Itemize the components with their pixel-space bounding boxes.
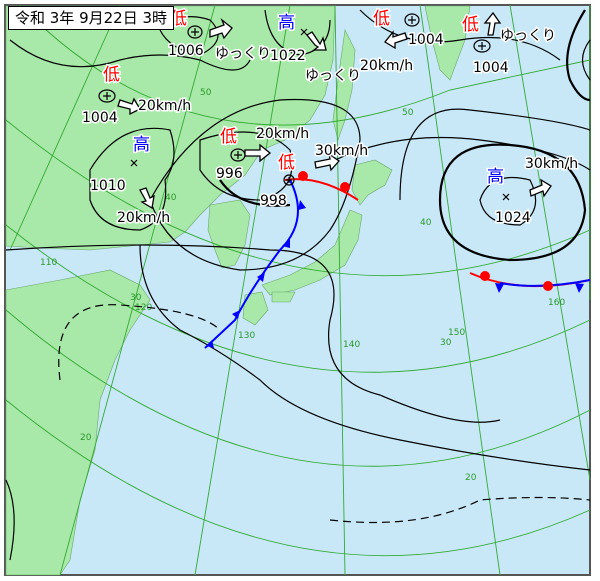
low-symbol: 低 xyxy=(220,127,237,147)
low-symbol: 低 xyxy=(462,15,479,35)
pressure-label: 1024 xyxy=(495,210,531,226)
hokkaido xyxy=(351,159,393,206)
lat-label: 30 xyxy=(440,338,452,348)
motion-label: 20km/h xyxy=(360,58,413,74)
lon-label: 160 xyxy=(548,298,565,308)
motion-label: 20km/h xyxy=(117,210,170,226)
motion-label: ゆっくり xyxy=(305,68,361,84)
pressure-label: 1006 xyxy=(168,43,204,59)
lat-label: 50 xyxy=(402,108,414,118)
motion-label: 30km/h xyxy=(315,143,368,159)
low-symbol: 低 xyxy=(103,65,120,85)
sakhalin xyxy=(332,29,356,142)
lon-label: 140 xyxy=(343,340,360,350)
low-symbol: 低 xyxy=(278,153,295,173)
china-south xyxy=(5,269,151,576)
pressure-label: 1004 xyxy=(82,110,118,126)
cold-front xyxy=(204,179,299,349)
lat-label: 40 xyxy=(420,218,432,228)
isobars xyxy=(5,9,591,561)
kamchatka xyxy=(424,5,471,81)
pressure-label: 998 xyxy=(260,193,287,209)
pressure-label: 1010 xyxy=(90,178,126,194)
map-title: 令和 3年 9月22日 3時 xyxy=(8,6,175,30)
korea xyxy=(207,199,251,269)
lat-label: 30 xyxy=(130,293,142,303)
kyushu-shikoku xyxy=(242,291,296,326)
pressure-label: 1004 xyxy=(408,32,444,48)
motion-label: 20km/h xyxy=(138,98,191,114)
low-symbol: 低 xyxy=(373,9,390,29)
high-symbol: 高 xyxy=(487,167,504,187)
pressure-label: 1022 xyxy=(270,48,306,64)
warm-front xyxy=(284,178,359,201)
lat-lon-labels: 50 40 30 20 50 40 30 20 110 120 130 140 … xyxy=(40,88,565,483)
system-labels: 低 1006 ゆっくり 高 1022 ゆっくり 低 1004 20km/h 低 … xyxy=(81,8,580,228)
motion-label: 20km/h xyxy=(256,126,309,142)
lat-label: 20 xyxy=(80,433,92,443)
lat-label: 50 xyxy=(200,88,212,98)
lon-label: 120 xyxy=(135,303,152,313)
lon-label: 130 xyxy=(238,331,255,341)
high-symbol: 高 xyxy=(278,13,295,33)
pressure-label: 996 xyxy=(216,166,243,182)
lat-label: 20 xyxy=(465,473,477,483)
pressure-label: 1004 xyxy=(473,60,509,76)
arrows xyxy=(117,11,552,210)
graticule xyxy=(5,4,591,576)
centers xyxy=(98,13,510,201)
lon-label: 150 xyxy=(448,328,465,338)
fronts xyxy=(204,171,591,349)
motion-label: ゆっくり xyxy=(500,28,556,44)
motion-label: 30km/h xyxy=(525,156,578,172)
motion-label: ゆっくり xyxy=(215,46,271,62)
lat-label: 40 xyxy=(165,193,177,203)
lon-label: 110 xyxy=(40,258,57,268)
high-symbol: 高 xyxy=(133,135,150,155)
